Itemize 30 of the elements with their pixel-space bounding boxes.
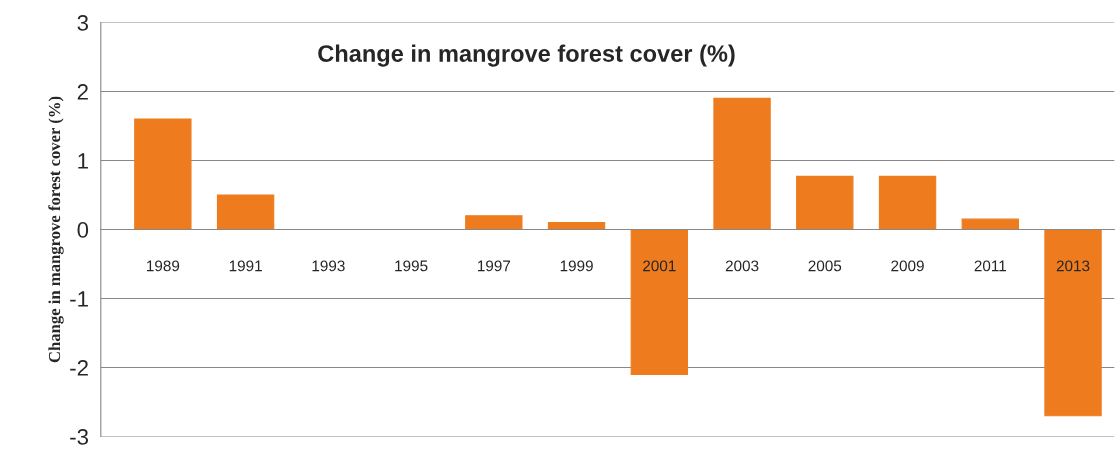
bar — [465, 215, 523, 231]
x-tick-label: 1997 — [478, 260, 511, 272]
y-tick-label: 2 — [77, 84, 88, 100]
y-tick-label: -3 — [70, 429, 89, 445]
bar — [961, 218, 1019, 231]
bar — [713, 97, 771, 231]
y-axis-title: Change in mangrove forest cover (%) — [48, 96, 64, 363]
x-tick-label: 1989 — [147, 260, 180, 272]
x-tick-label: 2013 — [1056, 260, 1090, 272]
y-tick-label: 1 — [78, 153, 88, 169]
x-tick-label: 1993 — [312, 260, 345, 272]
bar — [878, 175, 937, 231]
y-tick-label: 3 — [77, 15, 89, 31]
bar — [216, 194, 275, 231]
y-tick-label: 0 — [77, 222, 89, 238]
x-tick-label: 1991 — [229, 260, 262, 272]
x-tick-label: 2009 — [891, 260, 924, 272]
x-tick-label: 1995 — [395, 260, 428, 272]
x-tick-label: 2003 — [725, 260, 759, 272]
bar — [134, 118, 192, 231]
bar — [796, 175, 854, 231]
x-tick-label: 2005 — [808, 260, 842, 272]
x-tick-label: 2001 — [643, 260, 676, 272]
bar — [630, 228, 689, 375]
y-tick-label: -2 — [70, 360, 88, 376]
x-tick-label: 1999 — [560, 260, 593, 272]
text: Change in mangrove forest cover (%) — [318, 44, 735, 67]
y-tick-label: -1 — [70, 291, 88, 307]
x-tick-label: 2011 — [974, 260, 1006, 272]
bar — [1044, 228, 1102, 417]
